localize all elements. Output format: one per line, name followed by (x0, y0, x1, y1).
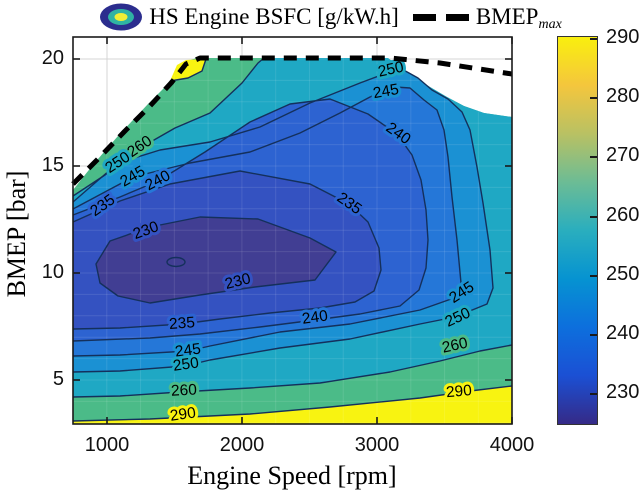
colorbar-tick (590, 97, 597, 99)
legend-bmep-sub: max (538, 17, 562, 32)
contour-label: 290 (445, 382, 473, 401)
colorbar-tick (590, 393, 597, 395)
contour-line-260-lower (72, 344, 513, 398)
colorbar-tick-label: 280 (606, 85, 640, 107)
x-tick-label: 3000 (354, 434, 400, 456)
bmep-max-line (71, 55, 513, 186)
colorbar-tick-label: 290 (606, 26, 640, 48)
colorbar-tick-label: 250 (606, 263, 640, 285)
colorbar (557, 36, 598, 425)
contour-band-over-290-bottom (73, 386, 512, 424)
contour-band-over-290-top (170, 59, 206, 81)
contour-rings-icon (100, 3, 143, 31)
colorbar-tick-label: 230 (606, 381, 640, 403)
contour-label: 240 (301, 307, 329, 327)
colorbar-tick (590, 156, 597, 158)
contour-label: 235 (168, 314, 195, 333)
contour-line-240-245 (72, 86, 462, 357)
y-tick-label: 10 (41, 261, 64, 283)
y-tick-label: 5 (52, 368, 64, 390)
colorbar-tick-label: 270 (606, 144, 640, 166)
colorbar-tick (590, 334, 597, 336)
contour-label: 290 (169, 404, 197, 424)
contour-line-290-patch (169, 58, 207, 82)
colorbar-tick-label: 240 (606, 322, 640, 344)
contour-band-under-230 (96, 217, 336, 303)
x-tick-label: 2000 (219, 434, 265, 456)
colorbar-tick (590, 216, 597, 218)
contour-line-290-lower (72, 385, 513, 422)
contour-line-under-230 (95, 216, 337, 304)
colorbar-tick (590, 38, 597, 40)
dashed-line-icon (412, 13, 469, 21)
x-tick-label: 4000 (489, 434, 535, 456)
y-tick-label: 15 (41, 154, 64, 176)
contour-line-235-240 (72, 98, 429, 342)
contour-line-230-235 (72, 170, 382, 330)
y-tick-label: 20 (41, 47, 64, 69)
contour-line-260-upper (72, 57, 265, 197)
axes-box (72, 36, 513, 425)
contour-line-minimum (166, 256, 186, 268)
legend-contour-label: HS Engine BSFC [g/kW.h] (149, 4, 399, 29)
colorbar-tick-label: 260 (606, 204, 640, 226)
contour-label: 260 (171, 381, 198, 399)
x-axis-title: Engine Speed [rpm] (187, 461, 397, 490)
plot-legend: HS Engine BSFC [g/kW.h] BMEPmax (10, 0, 640, 34)
colorbar-tick (590, 275, 597, 277)
contour-line-245-250 (72, 67, 494, 373)
contour-label: 250 (172, 354, 200, 374)
legend-bmep-label: BMEPmax (475, 4, 562, 32)
x-tick-label: 1000 (84, 434, 130, 456)
